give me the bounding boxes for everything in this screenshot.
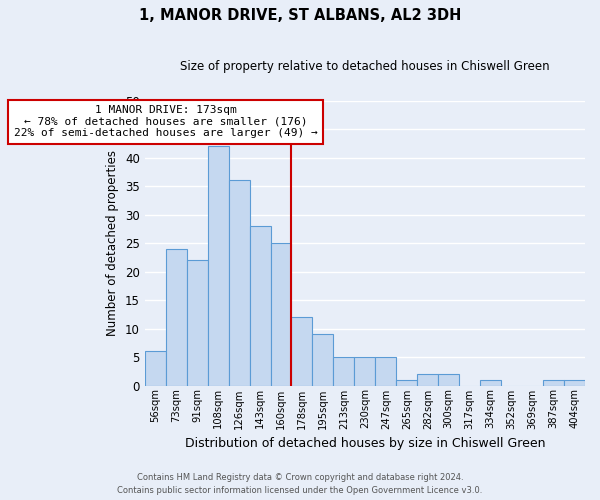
Bar	[355, 357, 376, 386]
Bar	[334, 357, 355, 386]
Bar	[376, 357, 397, 386]
Bar	[417, 374, 438, 386]
Bar	[543, 380, 564, 386]
Y-axis label: Number of detached properties: Number of detached properties	[106, 150, 119, 336]
Bar	[271, 243, 292, 386]
Title: Size of property relative to detached houses in Chiswell Green: Size of property relative to detached ho…	[180, 60, 550, 73]
Text: Contains HM Land Registry data © Crown copyright and database right 2024.
Contai: Contains HM Land Registry data © Crown c…	[118, 473, 482, 495]
Text: 1, MANOR DRIVE, ST ALBANS, AL2 3DH: 1, MANOR DRIVE, ST ALBANS, AL2 3DH	[139, 8, 461, 22]
Bar	[564, 380, 585, 386]
Bar	[250, 226, 271, 386]
Bar	[438, 374, 459, 386]
Bar	[480, 380, 501, 386]
Text: 1 MANOR DRIVE: 173sqm
← 78% of detached houses are smaller (176)
22% of semi-det: 1 MANOR DRIVE: 173sqm ← 78% of detached …	[14, 105, 317, 138]
Bar	[292, 317, 313, 386]
Bar	[166, 248, 187, 386]
Bar	[313, 334, 334, 386]
Bar	[145, 352, 166, 386]
Bar	[229, 180, 250, 386]
X-axis label: Distribution of detached houses by size in Chiswell Green: Distribution of detached houses by size …	[185, 437, 545, 450]
Bar	[397, 380, 417, 386]
Bar	[187, 260, 208, 386]
Bar	[208, 146, 229, 386]
